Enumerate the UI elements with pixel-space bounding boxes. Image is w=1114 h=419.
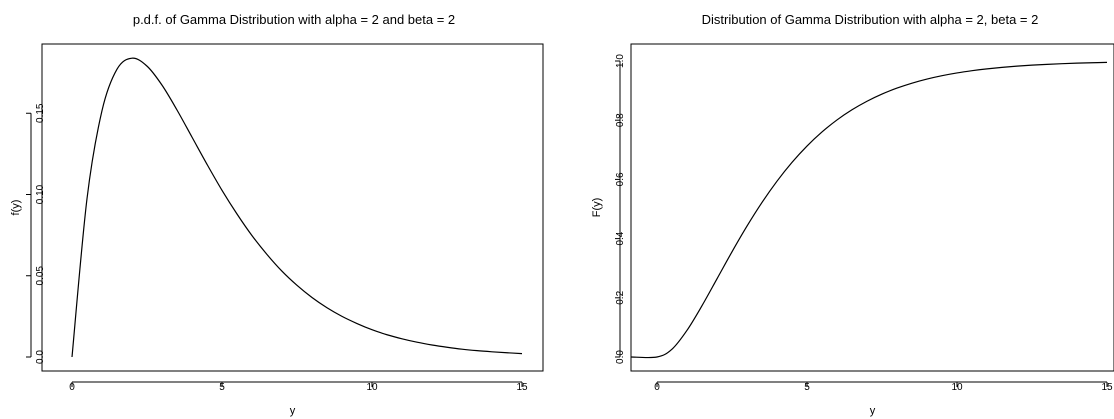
cdf-chart-panel: Distribution of Gamma Distribution with … <box>591 12 1114 417</box>
pdf-y-axis-label: f(y) <box>10 200 22 216</box>
pdf-y-tick-label: 0.0 <box>35 350 46 364</box>
cdf-x-tick-label: 15 <box>1101 382 1113 393</box>
pdf-series-line <box>71 57 523 358</box>
cdf-chart-title: Distribution of Gamma Distribution with … <box>702 12 1039 27</box>
pdf-x-axis-label: y <box>290 405 296 417</box>
pdf-y-tick-label: 0.10 <box>35 184 46 204</box>
pdf-y-tick-label: 0.05 <box>35 266 46 286</box>
pdf-x-tick-label: 10 <box>366 382 378 393</box>
cdf-y-tick-label: 0.8 <box>615 113 626 127</box>
cdf-plot-frame <box>630 43 1114 372</box>
cdf-y-tick-label: 0.0 <box>615 350 626 364</box>
pdf-x-tick-label: 5 <box>219 382 225 393</box>
pdf-plot-frame <box>41 43 544 372</box>
cdf-y-tick-label: 0.2 <box>615 290 626 304</box>
cdf-x-axis-label: y <box>870 405 876 417</box>
cdf-y-tick-label: 0.4 <box>615 231 626 245</box>
cdf-y-axis-label: F(y) <box>591 198 603 218</box>
cdf-y-tick-label: 0.6 <box>615 172 626 186</box>
pdf-chart-title: p.d.f. of Gamma Distribution with alpha … <box>133 12 455 27</box>
cdf-x-tick-label: 5 <box>804 382 810 393</box>
pdf-chart-panel: p.d.f. of Gamma Distribution with alpha … <box>10 12 544 417</box>
pdf-y-tick-label: 0.15 <box>35 103 46 123</box>
cdf-series-line <box>630 61 1108 359</box>
pdf-x-tick-label: 0 <box>69 382 75 393</box>
pdf-x-tick-label: 15 <box>516 382 528 393</box>
cdf-y-tick-label: 1.0 <box>615 54 626 68</box>
cdf-x-tick-label: 10 <box>951 382 963 393</box>
cdf-x-tick-label: 0 <box>654 382 660 393</box>
